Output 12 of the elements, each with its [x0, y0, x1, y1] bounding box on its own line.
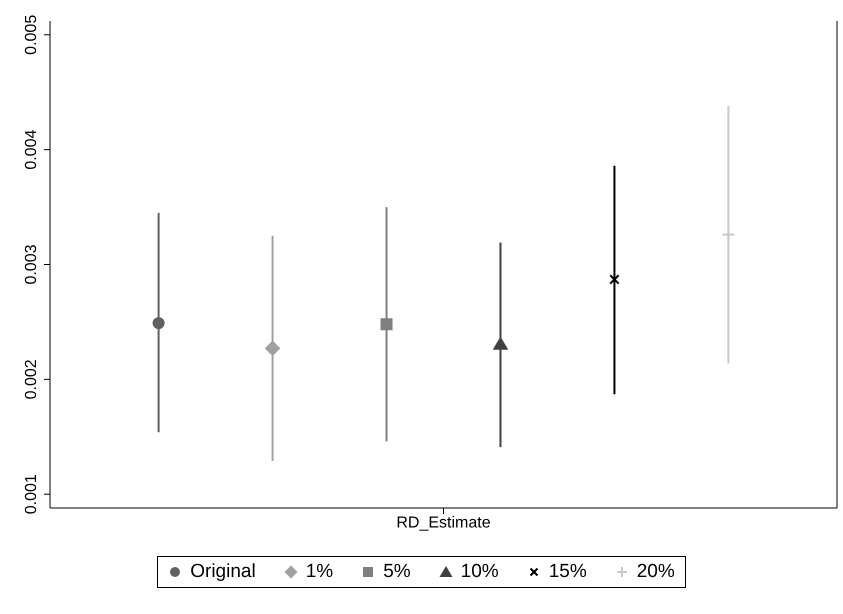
- y-tick-label: 0.001: [23, 474, 40, 514]
- legend-label: 5%: [383, 561, 411, 583]
- legend-label: 15%: [548, 561, 587, 583]
- y-tick-label: 0.003: [23, 244, 40, 285]
- x-tick-label: RD_Estimate: [396, 514, 491, 532]
- legend-label: 10%: [460, 561, 499, 583]
- y-tick-label: 0.004: [23, 130, 40, 170]
- y-tick-label: 0.005: [23, 14, 40, 55]
- legend-label: Original: [190, 561, 256, 583]
- legend-label: 20%: [636, 561, 675, 583]
- y-tick-label: 0.002: [23, 359, 40, 400]
- legend-label: 1%: [306, 561, 334, 583]
